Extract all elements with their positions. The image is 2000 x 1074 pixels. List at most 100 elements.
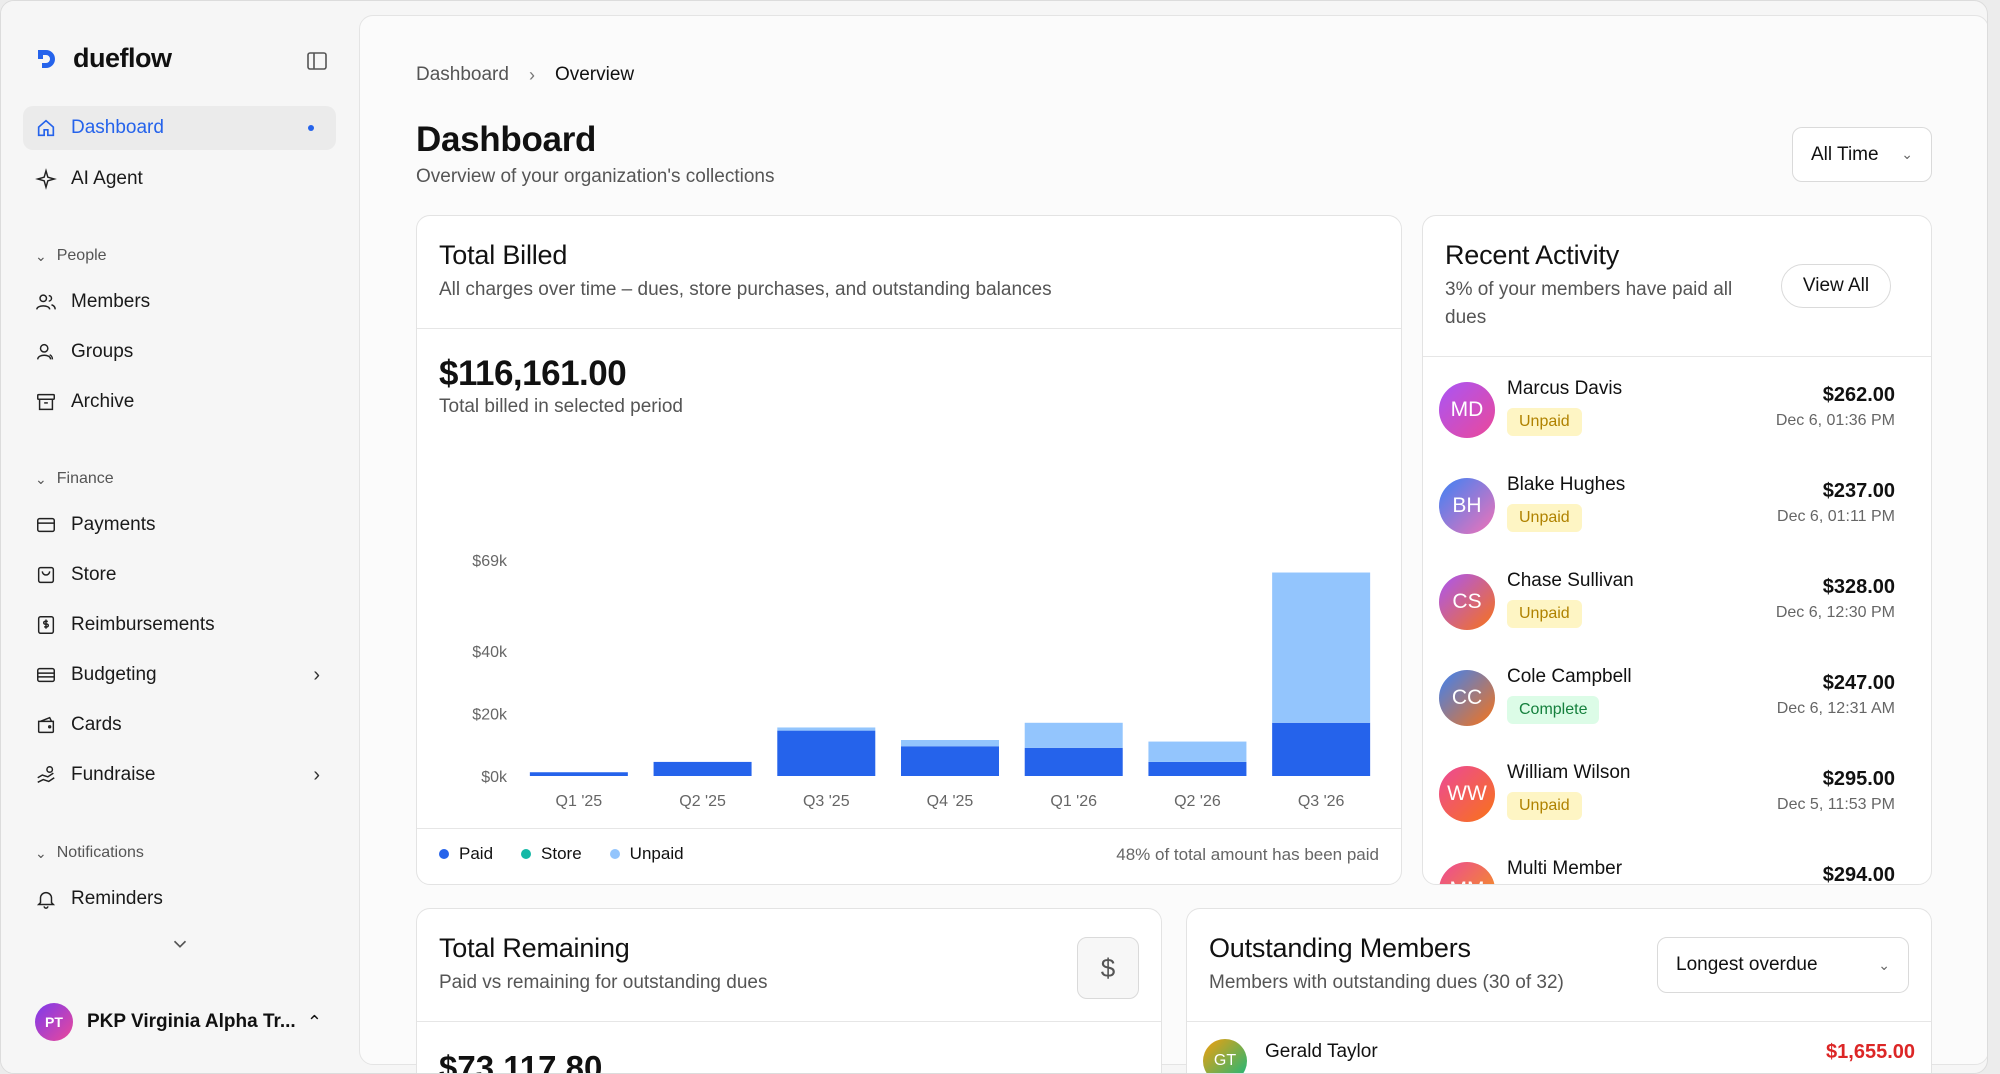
sidebar-item-ai-agent[interactable]: AI Agent — [23, 157, 336, 201]
paid-percentage-note: 48% of total amount has been paid — [1116, 845, 1379, 864]
section-finance[interactable]: ⌄ Finance — [35, 470, 114, 487]
sidebar-item-reminders[interactable]: Reminders — [23, 877, 336, 921]
bar-unpaid[interactable] — [1272, 572, 1371, 723]
member-name: William Wilson — [1507, 762, 1631, 783]
bar-paid[interactable] — [1272, 722, 1371, 776]
bar-paid[interactable] — [1148, 761, 1247, 776]
archive-icon — [35, 391, 57, 413]
x-tick-label: Q4 '25 — [927, 793, 974, 810]
sidebar-item-archive[interactable]: Archive — [23, 380, 336, 424]
card-title: Outstanding Members — [1209, 933, 1471, 963]
member-name[interactable]: Gerald Taylor — [1265, 1041, 1378, 1062]
member-name: Marcus Davis — [1507, 378, 1623, 399]
chevron-right-icon: › — [313, 763, 320, 786]
activity-row[interactable]: MD Marcus Davis Unpaid $262.00 Dec 6, 01:36 … — [1423, 374, 1911, 470]
y-tick-label: $40k — [472, 644, 508, 661]
total-billed-amount: $116,161.00 — [439, 354, 627, 393]
x-tick-label: Q3 '25 — [803, 793, 850, 810]
view-all-button[interactable]: View All — [1781, 264, 1891, 308]
bar-unpaid[interactable] — [777, 727, 876, 731]
total-billed-card: Total Billed All charges over time – due… — [416, 215, 1402, 885]
main-content: Dashboard › Overview Dashboard Overview … — [359, 15, 1987, 1073]
card-title: Recent Activity — [1445, 240, 1620, 270]
avatar: WW — [1439, 766, 1495, 822]
bell-icon — [35, 888, 57, 910]
sidebar-item-fundraise[interactable]: Fundraise › — [23, 753, 336, 797]
y-tick-label: $0k — [481, 769, 508, 786]
breadcrumb-current: Overview — [554, 64, 635, 85]
sidebar-item-reimbursements[interactable]: Reimbursements — [23, 603, 336, 647]
sidebar-toggle-icon[interactable] — [305, 49, 329, 73]
sidebar-item-groups[interactable]: Groups — [23, 330, 336, 374]
x-tick-label: Q1 '25 — [556, 793, 603, 810]
x-tick-label: Q3 '26 — [1298, 793, 1345, 810]
sidebar-item-dashboard[interactable]: Dashboard — [23, 106, 336, 150]
scroll-down-chevron-icon[interactable] — [169, 933, 191, 955]
page-title: Dashboard — [416, 120, 597, 159]
total-billed-chart: $0k $20k $40k $69k Q1 '25 Q2 '25 Q3 '25 Q4 '25 Q… — [472, 553, 1371, 810]
sidebar-item-label: AI Agent — [71, 168, 143, 189]
legend-swatch — [609, 849, 620, 859]
activity-row[interactable]: MM Multi Member $294.00 — [1423, 854, 1911, 884]
bar-unpaid[interactable] — [1148, 741, 1247, 762]
sort-select[interactable]: Longest overdue ⌄ — [1657, 937, 1909, 993]
org-switcher[interactable]: PT PKP Virginia Alpha Tr... ⌃ — [23, 997, 336, 1047]
sidebar: dueflow Dashboard AI Agent ⌄ People — [1, 1, 356, 1073]
section-notifications[interactable]: ⌄ Notifications — [35, 844, 144, 861]
breadcrumb: Dashboard › Overview — [416, 64, 634, 86]
legend-swatch — [521, 849, 532, 859]
section-people[interactable]: ⌄ People — [35, 247, 107, 264]
activity-date: Dec 6, 01:11 PM — [1777, 508, 1895, 525]
wallet-icon — [35, 664, 57, 686]
card-icon — [35, 714, 57, 736]
bar-paid[interactable] — [529, 772, 628, 776]
chevron-down-icon: ⌄ — [1878, 956, 1890, 973]
brand-name: dueflow — [73, 43, 172, 73]
bar-paid[interactable] — [653, 761, 752, 776]
bar-paid[interactable] — [901, 746, 999, 776]
chevron-down-icon: ⌄ — [35, 844, 47, 861]
avatar: CC — [1439, 670, 1495, 726]
avatar: GT — [1203, 1039, 1247, 1073]
receipt-icon — [35, 614, 57, 636]
activity-date: Dec 5, 11:53 PM — [1777, 796, 1895, 813]
dollar-icon[interactable]: $ — [1077, 937, 1139, 999]
activity-row[interactable]: CC Cole Campbell Complete $247.00 Dec 6, 12:… — [1423, 662, 1911, 758]
divider — [1187, 1021, 1931, 1022]
bar-unpaid[interactable] — [901, 740, 999, 747]
card-subtitle: Members with outstanding dues (30 of 32) — [1209, 972, 1564, 993]
activity-date: Dec 6, 12:31 AM — [1776, 700, 1895, 717]
sidebar-item-members[interactable]: Members — [23, 280, 336, 324]
divider — [417, 328, 1401, 329]
user-group-icon — [35, 341, 57, 363]
activity-row[interactable]: WW William Wilson Unpaid $295.00 Dec 5, 11:5… — [1423, 758, 1911, 854]
sparkles-icon — [35, 168, 57, 190]
org-name: PKP Virginia Alpha Tr... — [87, 1011, 296, 1032]
sidebar-item-budgeting[interactable]: Budgeting › — [23, 653, 336, 697]
divider — [417, 828, 1401, 829]
sidebar-item-store[interactable]: Store — [23, 553, 336, 597]
avatar: MD — [1439, 382, 1495, 438]
time-range-select[interactable]: All Time ⌄ — [1792, 127, 1932, 182]
total-remaining-amount: $73,117.80 — [439, 1049, 603, 1074]
bar-unpaid[interactable] — [1024, 722, 1123, 748]
activity-amount: $247.00 — [1822, 672, 1895, 694]
activity-date: Dec 6, 12:30 PM — [1775, 604, 1895, 621]
brand[interactable]: dueflow — [33, 43, 172, 74]
users-icon — [35, 291, 57, 313]
divider — [1423, 356, 1931, 357]
activity-amount: $237.00 — [1822, 480, 1895, 502]
total-remaining-card: Total Remaining Paid vs remaining for ou… — [416, 908, 1162, 1074]
status-badge: Unpaid — [1507, 408, 1582, 436]
y-tick-label: $69k — [472, 553, 508, 570]
sidebar-item-payments[interactable]: Payments — [23, 503, 336, 547]
activity-row[interactable]: CS Chase Sullivan Unpaid $328.00 Dec 6, 12:3… — [1423, 566, 1911, 662]
activity-row[interactable]: BH Blake Hughes Unpaid $237.00 Dec 6, 01:11 … — [1423, 470, 1911, 566]
breadcrumb-root[interactable]: Dashboard — [416, 64, 509, 85]
bar-paid[interactable] — [1024, 747, 1123, 776]
x-tick-label: Q2 '26 — [1174, 793, 1221, 810]
x-tick-label: Q2 '25 — [679, 793, 726, 810]
sidebar-item-cards[interactable]: Cards — [23, 703, 336, 747]
bar-paid[interactable] — [777, 730, 876, 776]
